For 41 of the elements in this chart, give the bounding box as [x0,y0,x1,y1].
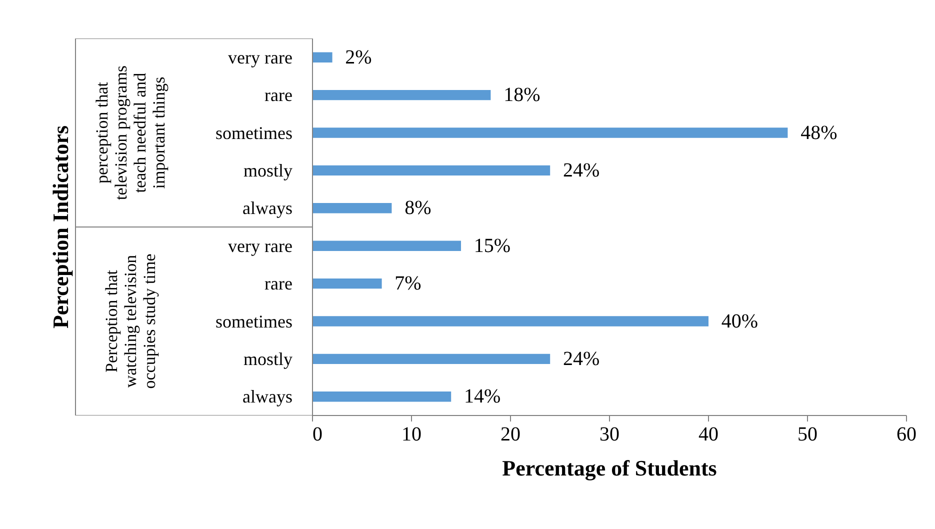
x-axis-title: Percentage of Students [502,456,718,480]
x-tick-label: 60 [896,424,916,446]
text: Perception Indicators [48,125,73,329]
bar [312,52,332,62]
x-tick-label: 0 [312,424,322,446]
y-tick-label: sometimes [216,311,293,332]
bar [312,278,382,289]
text: Perception that watching television occupies study time [102,254,159,389]
y-tick-label: rare [264,274,293,294]
data-label: 14% [464,386,501,408]
x-tick-label: 10 [402,424,422,446]
x-tick-label: 50 [798,424,818,446]
y-tick-label: always [242,386,292,407]
y-tick-label: rare [264,85,293,106]
y-tick-label: sometimes [216,122,293,143]
data-label: 48% [800,122,838,144]
text: perception that television programs teach needful and important things [92,65,168,200]
bar [312,354,550,364]
y-tick-label: mostly [243,160,293,180]
data-label: 2% [345,46,372,68]
data-label: 8% [404,197,432,220]
data-label: 40% [721,310,758,332]
bar [312,165,550,176]
data-label: 24% [562,159,600,182]
x-tick-label: 20 [500,424,520,446]
bar [312,203,392,214]
bar [312,128,788,138]
x-tick-label: 30 [600,424,620,446]
bar [312,392,452,402]
data-label: 24% [562,348,600,370]
bar [312,90,491,100]
data-label: 7% [394,272,422,295]
y-tick-label: very rare [228,236,293,256]
x-tick-label: 40 [698,424,718,446]
y-tick-label: mostly [243,348,293,369]
y-tick-label: very rare [228,47,293,68]
y-tick-label: always [242,198,292,218]
bar [312,316,708,326]
bar [312,240,461,251]
data-label: 15% [474,234,511,257]
data-label: 18% [504,84,540,106]
